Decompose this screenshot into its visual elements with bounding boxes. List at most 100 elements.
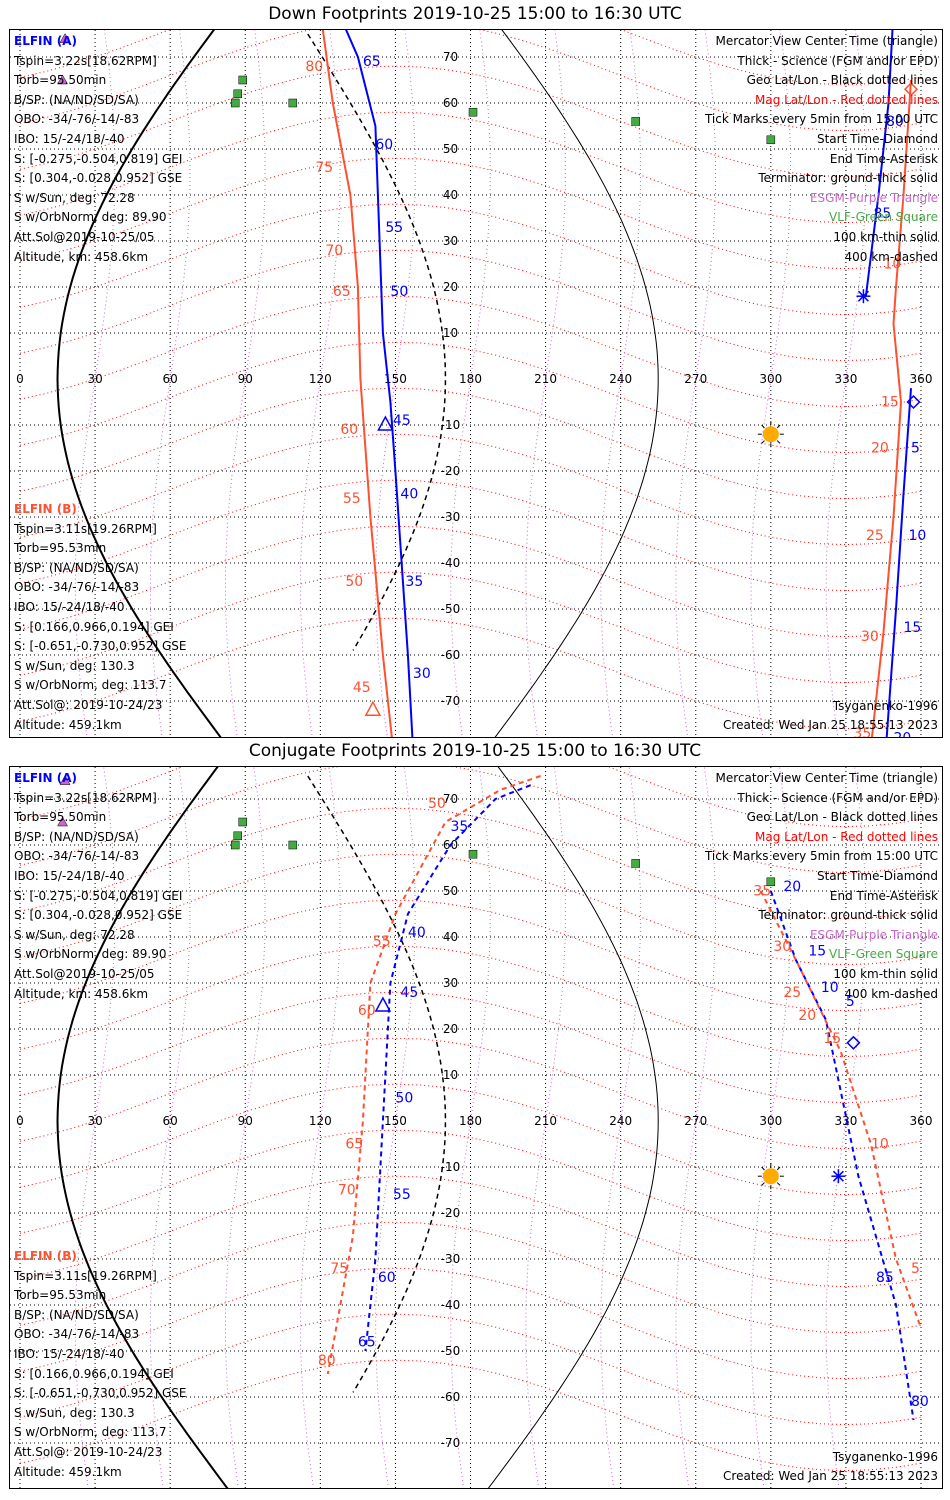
center-triangle (364, 700, 382, 716)
legend: Mercator View Center Time (triangle) Thic… (705, 769, 938, 1004)
sat-info-line: S w/Sun, deg: 130.3 (14, 1405, 135, 1420)
legend-item: End Time-Asterisk (829, 151, 938, 166)
tick-label: 55 (385, 220, 403, 236)
sat-info-line: S w/OrbNorm, deg: 89.90 (14, 947, 167, 962)
sun-ray (776, 1182, 781, 1186)
x-tick-label: 60 (163, 372, 178, 386)
tick-label: 45 (393, 413, 411, 429)
model-and-created: Tsyganenko-1996 Created: Wed Jan 25 18:5… (723, 697, 938, 735)
vlf-square (631, 117, 640, 126)
esgm-triangle (57, 816, 68, 827)
sat-info-line: OBO: -34/-76/-14/-83 (14, 1327, 140, 1342)
tick-label: 25 (783, 985, 801, 1001)
tick-label: 30 (413, 666, 431, 682)
model-label: Tsyganenko-1996 (832, 699, 938, 713)
mag-lon-gridline (600, 30, 641, 737)
footprint-line (364, 784, 531, 1352)
sun-ray (761, 424, 765, 429)
tick-label: 80 (318, 1353, 336, 1369)
y-tick-label: -60 (441, 1390, 461, 1404)
y-tick-label: 40 (443, 930, 458, 944)
end-asterisk (831, 1169, 846, 1184)
tick-label: 20 (871, 441, 889, 457)
asterisk-stroke (857, 290, 869, 302)
tick-label: 40 (408, 925, 426, 941)
y-tick-label: -10 (441, 418, 461, 432)
x-tick-label: 0 (16, 1114, 24, 1128)
sat-info-line: Tspin=3.22s[18.62RPM] (14, 790, 157, 805)
sat-info-line: Torb=95.53min (14, 541, 107, 556)
y-tick-label: 20 (443, 1022, 458, 1036)
mag-lon-gridline (675, 767, 716, 1488)
sun-ray (761, 440, 765, 444)
mag-lon-gridline (450, 30, 491, 737)
legend-item: 400 km-dashed (844, 249, 938, 264)
tick-label: 20 (798, 1008, 816, 1024)
tick-label: 70 (325, 243, 343, 259)
sun-ray (776, 424, 781, 429)
x-tick-label: 180 (459, 1114, 482, 1128)
footprint-line (769, 890, 915, 1421)
sat-info-line: Att.Sol@2019-10-25/05 (14, 966, 155, 981)
sat-info-line: S: [0.304,-0.028,0.952] GSE (14, 171, 183, 186)
tick-label: 65 (333, 284, 351, 300)
sat-info-line: IBO: 15/-24/18/-40 (14, 868, 125, 883)
y-tick-label: -20 (441, 1206, 461, 1220)
tick-label: 65 (345, 1137, 363, 1153)
mag-lon-gridline (74, 767, 116, 1488)
legend-item: 400 km-dashed (844, 986, 938, 1001)
tick-label: 50 (345, 574, 363, 590)
vlf-square (288, 840, 298, 850)
tick-label: 20 (783, 879, 801, 895)
tick-label: 5 (911, 1261, 920, 1277)
vlf-square (766, 135, 776, 145)
tick-label: 30 (861, 629, 879, 645)
y-tick-label: 50 (443, 142, 458, 156)
tick-label: 75 (315, 160, 333, 176)
tick-label: 45 (353, 680, 371, 696)
tick-label: 85 (876, 1270, 894, 1286)
sat-info-line: Torb=95.53min (14, 1288, 107, 1303)
tick-label: 55 (393, 1187, 411, 1203)
tick-label: 15 (903, 620, 921, 636)
y-tick-label: 30 (443, 234, 458, 248)
start-diamond (846, 1035, 861, 1050)
legend-item: Start Time-Diamond (816, 131, 938, 146)
sat-info-line: OBO: -34/-76/-14/-83 (14, 849, 140, 864)
y-tick-label: -50 (441, 602, 461, 616)
tick-label: 15 (823, 1031, 841, 1047)
tick-label: 85 (873, 206, 891, 222)
start-diamond (906, 394, 921, 410)
y-tick-label: -70 (441, 694, 461, 708)
tick-label: 80 (886, 114, 904, 130)
elfin-a-info: ELFIN (A) Tspin=3.22s[18.62RPM] Torb=95.50… (14, 32, 182, 267)
tick-label: 50 (390, 284, 408, 300)
sun-icon (757, 421, 784, 448)
mag-lon-gridline (375, 30, 416, 737)
y-tick-label: 30 (443, 976, 458, 990)
x-tick-label: 60 (163, 1114, 178, 1128)
x-tick-label: 0 (16, 372, 24, 386)
sat-info-line: S w/OrbNorm, deg: 113.7 (14, 678, 167, 693)
sat-header: ELFIN (B) (14, 1249, 77, 1263)
sat-info-line: S w/OrbNorm, deg: 89.90 (14, 210, 167, 225)
esgm-triangle (59, 33, 71, 43)
legend-item: 100 km-thin solid (833, 966, 938, 981)
mag-lon-gridline (74, 30, 116, 737)
x-tick-label: 120 (309, 1114, 332, 1128)
y-tick-label: 60 (443, 96, 458, 110)
mag-lon-gridline (375, 767, 416, 1488)
sat-info-line: OBO: -34/-76/-14/-83 (14, 112, 140, 127)
sun-disk (762, 426, 779, 443)
center-triangle (377, 415, 394, 431)
x-tick-label: 360 (910, 1114, 933, 1128)
sat-info-line: Att.Sol@: 2019-10-24/23 (14, 697, 163, 712)
mag-lat-gridline (19, 1037, 922, 1150)
model-label: Tsyganenko-1996 (832, 1450, 938, 1464)
tick-label: 80 (305, 59, 323, 75)
y-tick-label: -50 (441, 1344, 461, 1358)
vlf-square (288, 98, 298, 108)
legend-item: Mag Lat/Lon - Red dotted lines (754, 829, 938, 844)
tick-label: 65 (358, 1334, 376, 1350)
map-panel-down: 0 30 60 90 120 150 180 210 240 270 300 330 360 70 60 50… (9, 29, 943, 738)
